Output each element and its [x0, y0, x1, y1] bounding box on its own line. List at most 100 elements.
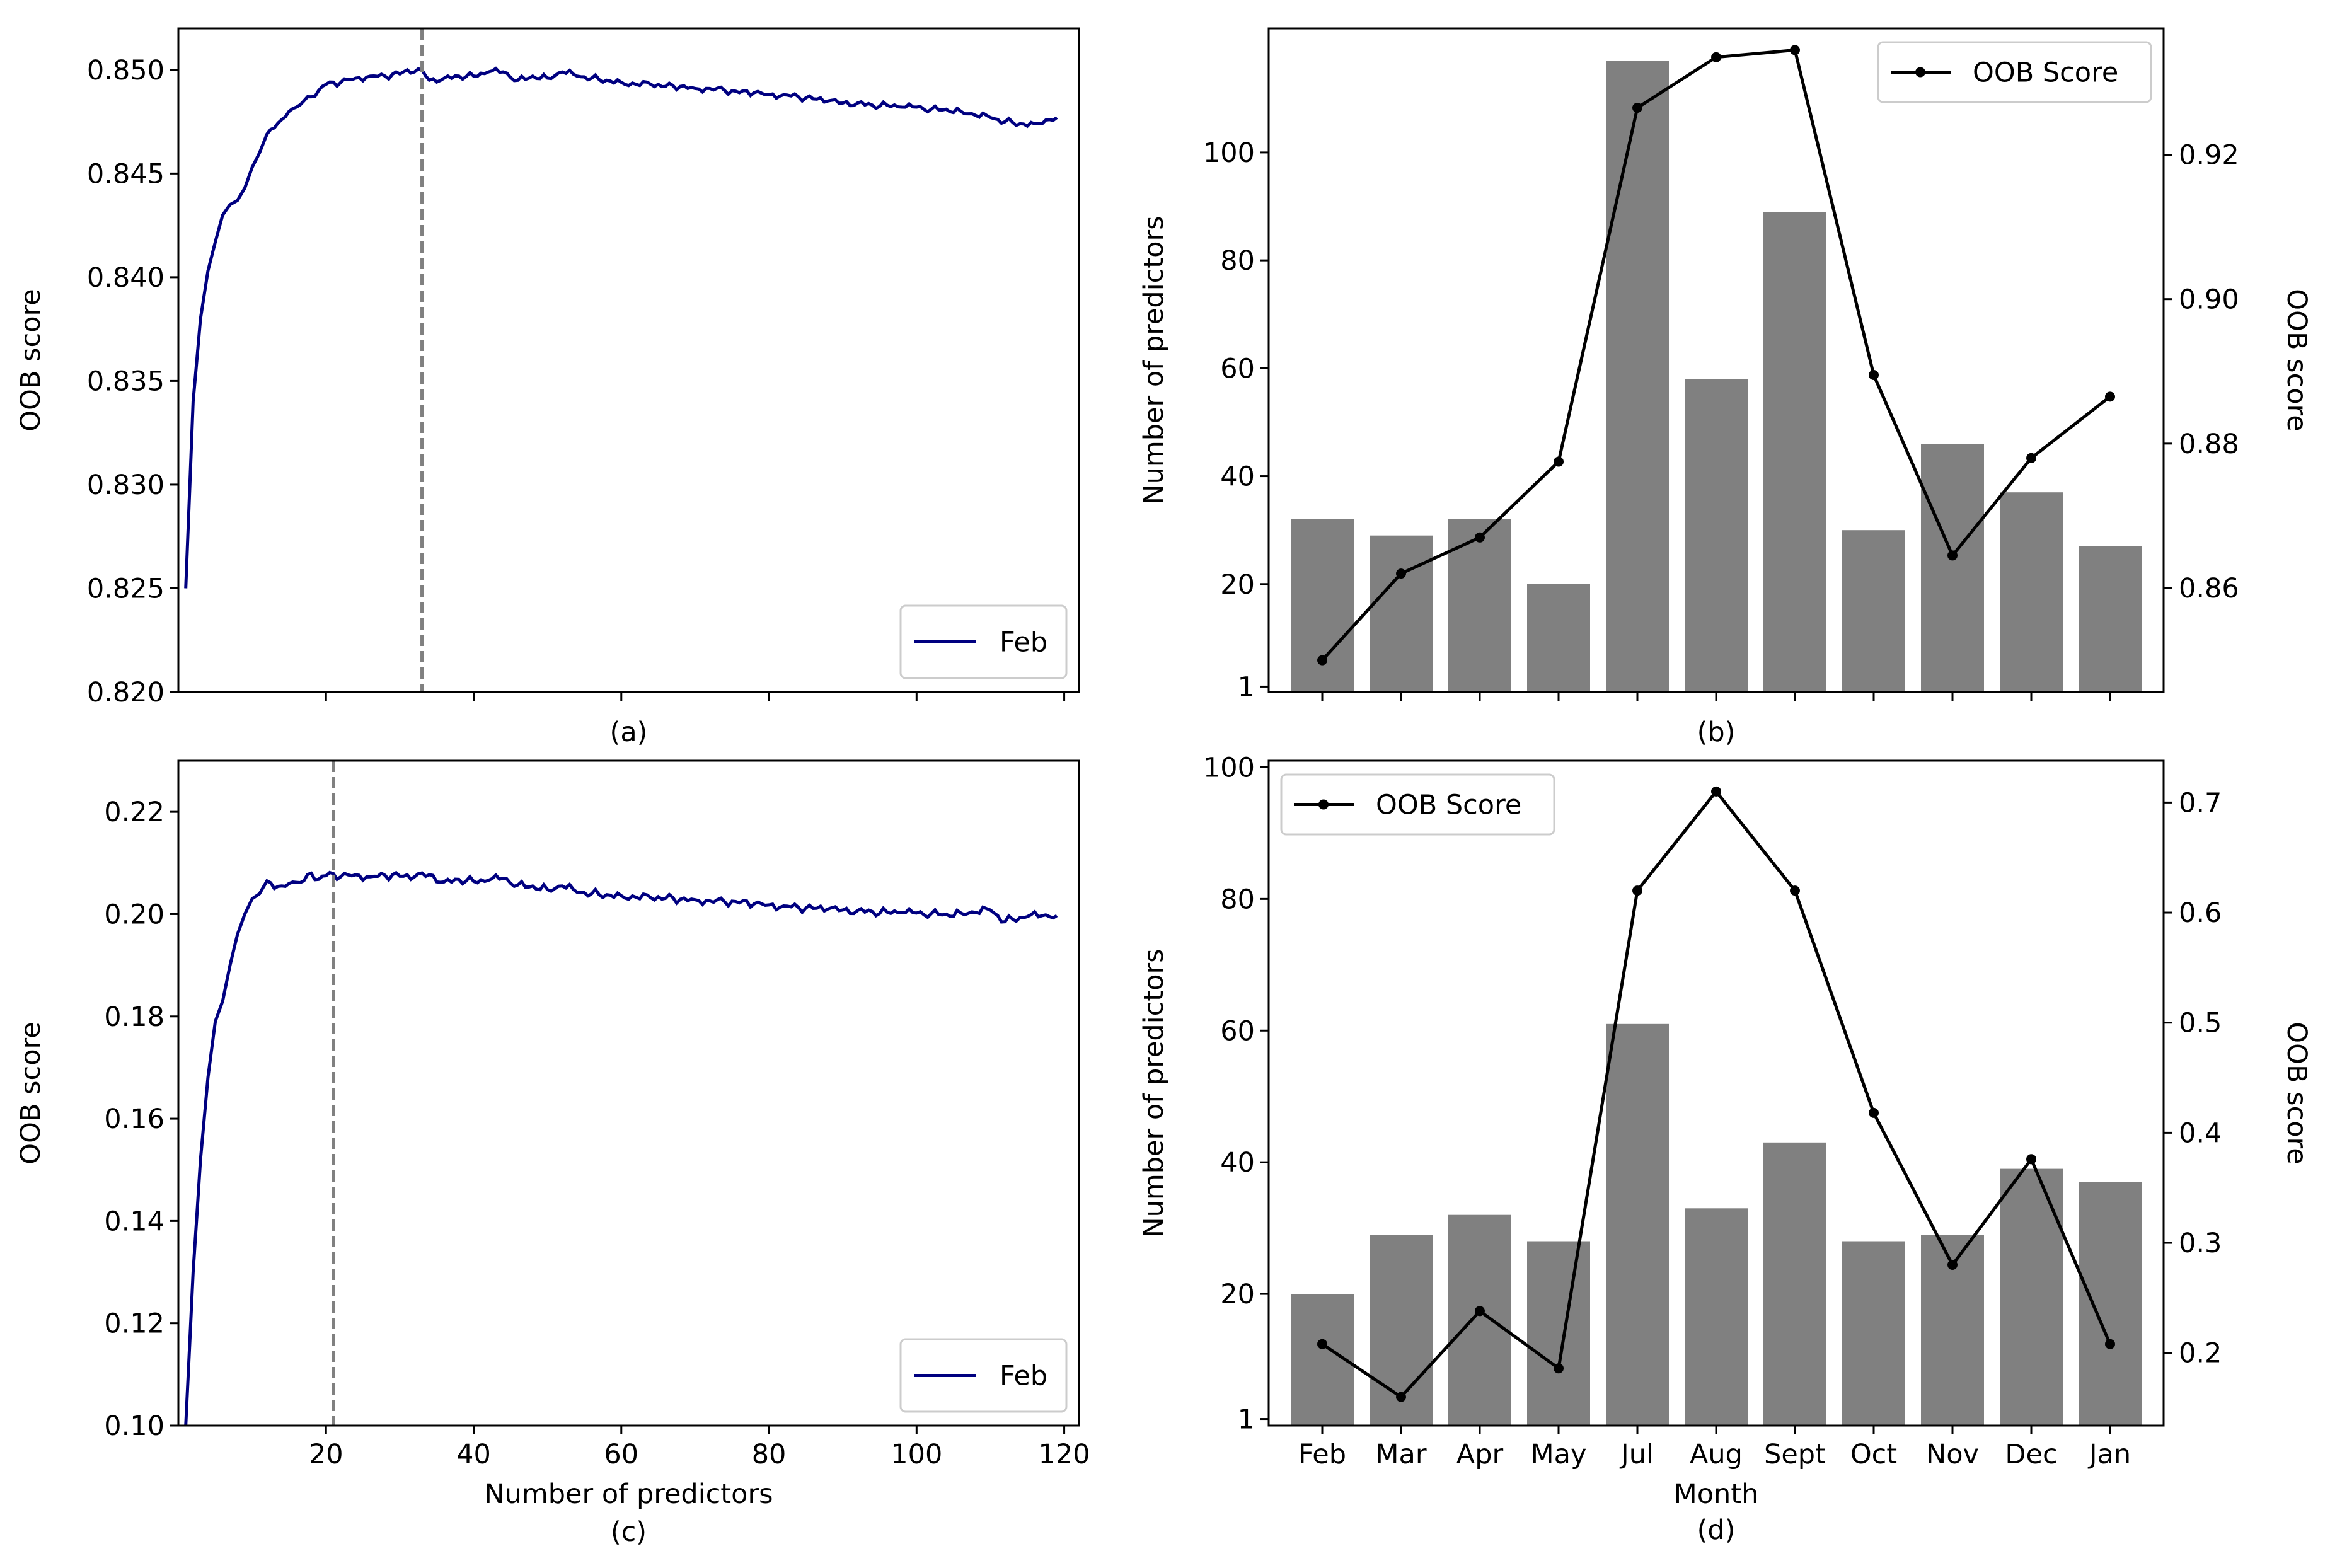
x-tick-label-feb: Feb: [1298, 1439, 1346, 1470]
oob-point-oct: [1869, 370, 1879, 380]
y-axis-label: OOB score: [15, 289, 47, 431]
x-axis-label: Month: [1674, 1479, 1759, 1510]
y-axis-label: Number of predictors: [1138, 948, 1170, 1237]
bar-aug: [1685, 379, 1748, 692]
bar-feb: [1291, 519, 1354, 692]
panel-d: 1 20 40 60 80 100 0.2 0.3 0.4 0.5 0.6 0.7 Feb Mar Apr M…: [1138, 752, 2312, 1546]
y-tick-label: 0.16: [104, 1104, 164, 1135]
x-tick-label-oct: Oct: [1850, 1439, 1897, 1470]
legend-label: OOB Score: [1973, 57, 2118, 89]
y-tick-label: 0.12: [104, 1308, 164, 1340]
y-axis-label: OOB score: [15, 1022, 47, 1164]
oob-score-line: [184, 66, 1058, 589]
y2-tick-label: 0.88: [2179, 429, 2239, 460]
y-tick-label: 80: [1220, 245, 1255, 277]
x-tick-label: 100: [891, 1439, 942, 1470]
bar-oct: [1842, 1241, 1905, 1426]
oob-point-jul: [1632, 103, 1642, 113]
y-tick-label: 0.18: [104, 1001, 164, 1033]
y-tick-label: 0.820: [87, 677, 164, 708]
oob-point-sept: [1790, 45, 1800, 55]
oob-point-jan: [2105, 391, 2115, 402]
x-tick-label-dec: Dec: [2005, 1439, 2057, 1470]
oob-point-aug: [1711, 786, 1721, 797]
y-tick-label: 1: [1238, 671, 1255, 703]
y2-tick-label: 0.90: [2179, 284, 2239, 316]
bar-sept: [1763, 212, 1826, 693]
y-tick-label: 100: [1203, 752, 1255, 783]
y-tick-label: 0.845: [87, 158, 164, 190]
y-tick-label: 0.835: [87, 366, 164, 397]
legend: Feb: [899, 1338, 1068, 1413]
y-tick-label: 20: [1220, 569, 1255, 601]
bar-may: [1527, 1241, 1590, 1426]
oob-point-mar: [1396, 568, 1406, 579]
y-tick-label: 60: [1220, 1015, 1255, 1047]
legend-box: [899, 604, 1068, 679]
y2-tick-label: 0.6: [2179, 897, 2222, 929]
oob-point-sept: [1790, 885, 1800, 896]
legend: OOB Score: [1280, 773, 1555, 836]
x-tick-label-nov: Nov: [1926, 1439, 1979, 1470]
x-tick-label: 120: [1039, 1439, 1090, 1470]
y-tick-label: 0.22: [104, 797, 164, 828]
y2-tick-label: 0.86: [2179, 573, 2239, 604]
bar-aug: [1685, 1208, 1748, 1426]
y2-axis-label: OOB score: [2281, 289, 2312, 431]
oob-point-feb: [1317, 655, 1327, 666]
x-tick-label: 20: [309, 1439, 343, 1470]
y-tick-label: 80: [1220, 884, 1255, 915]
x-tick-label: 80: [752, 1439, 787, 1470]
legend-box: [1877, 41, 2152, 103]
y2-tick-label: 0.2: [2179, 1338, 2222, 1369]
legend-label: OOB Score: [1376, 790, 1521, 821]
legend: Feb: [899, 604, 1068, 679]
oob-point-feb: [1317, 1339, 1327, 1349]
x-tick-label-mar: Mar: [1375, 1439, 1426, 1470]
y-tick-label: 0.830: [87, 470, 164, 501]
bar-apr: [1448, 1214, 1511, 1426]
y2-axis-label: OOB score: [2281, 1022, 2312, 1164]
y-tick-label: 0.10: [104, 1410, 164, 1442]
y-tick-label: 0.850: [87, 55, 164, 86]
bar-mar: [1370, 535, 1433, 692]
legend-marker: [1318, 799, 1329, 810]
bar-sept: [1763, 1142, 1826, 1426]
y2-tick-label: 0.92: [2179, 140, 2239, 171]
y-tick-label: 20: [1220, 1279, 1255, 1310]
oob-point-nov: [1947, 550, 1958, 561]
y2-tick-label: 0.3: [2179, 1228, 2222, 1259]
oob-point-may: [1554, 1363, 1564, 1374]
axes-frame: [177, 759, 1080, 1427]
oob-point-dec: [2026, 453, 2036, 463]
oob-score-line: [184, 870, 1058, 1426]
y-tick-label: 40: [1220, 461, 1255, 493]
x-tick-label-apr: Apr: [1456, 1439, 1504, 1470]
x-tick-label: 60: [604, 1439, 638, 1470]
oob-point-nov: [1947, 1260, 1958, 1270]
legend: OOB Score: [1877, 41, 2152, 103]
panel-a: 0.820 0.825 0.830 0.835 0.840 0.845 0.850 OOB s…: [15, 27, 1080, 748]
x-tick-label: 40: [456, 1439, 491, 1470]
legend-marker: [1915, 67, 1925, 78]
legend-box: [899, 1338, 1068, 1413]
oob-point-dec: [2026, 1154, 2036, 1165]
panel-label: (c): [611, 1516, 647, 1548]
y-axis-label: Number of predictors: [1138, 216, 1170, 504]
bar-nov: [1921, 444, 1984, 692]
legend-label: Feb: [1000, 627, 1047, 659]
panel-c: 0.10 0.12 0.14 0.16 0.18 0.20 0.22 20 40 60 80 100 1…: [15, 759, 1090, 1548]
legend-label: Feb: [1000, 1361, 1047, 1392]
panel-label: (d): [1697, 1514, 1736, 1546]
bar-jan: [2079, 1182, 2142, 1426]
y-tick-label: 0.840: [87, 262, 164, 294]
oob-point-apr: [1475, 1306, 1485, 1317]
oob-point-apr: [1475, 532, 1485, 543]
oob-point-jan: [2105, 1339, 2115, 1349]
y-tick-label: 0.20: [104, 899, 164, 930]
bar-may: [1527, 584, 1590, 692]
x-tick-label-jan: Jan: [2087, 1439, 2131, 1470]
bar-jan: [2079, 546, 2142, 692]
panel-label: (b): [1697, 717, 1736, 748]
